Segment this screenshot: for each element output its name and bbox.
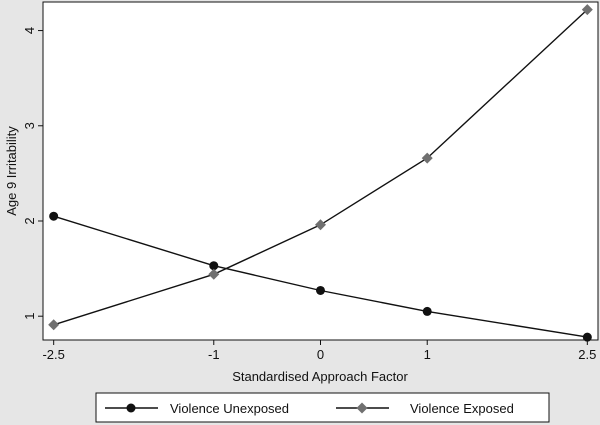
point-unexposed-0 xyxy=(49,211,59,221)
point-exposed-4 xyxy=(581,4,593,16)
y-tick-label-0: 1 xyxy=(22,313,37,320)
legend-label-exposed: Violence Exposed xyxy=(410,401,514,416)
y-axis: 1 2 3 4 xyxy=(22,27,43,320)
point-unexposed-4 xyxy=(582,332,592,342)
point-exposed-1 xyxy=(208,268,220,280)
x-tick-label-2: 0 xyxy=(317,347,324,362)
point-exposed-2 xyxy=(315,219,326,231)
point-unexposed-1 xyxy=(209,261,219,271)
legend-box xyxy=(95,392,550,423)
legend-marker-exposed xyxy=(356,402,368,414)
x-tick-label-4: 2.5 xyxy=(578,347,596,362)
legend-marker-unexposed xyxy=(126,403,136,413)
x-axis: -2.5 -1 0 1 2.5 xyxy=(42,340,596,362)
point-unexposed-3 xyxy=(422,306,432,316)
plot-area xyxy=(42,1,599,341)
point-unexposed-2 xyxy=(316,285,325,295)
y-tick-label-3: 4 xyxy=(22,27,37,34)
y-tick-label-2: 3 xyxy=(22,122,37,129)
x-axis-title: Standardised Approach Factor xyxy=(232,369,408,384)
legend-label-unexposed: Violence Unexposed xyxy=(170,401,289,416)
x-tick-label-0: -2.5 xyxy=(42,347,64,362)
point-exposed-3 xyxy=(421,152,433,164)
legend: Violence Unexposed Violence Exposed xyxy=(95,392,550,423)
x-tick-label-1: -1 xyxy=(208,347,220,362)
y-tick-label-1: 2 xyxy=(22,217,37,224)
y-axis-title: Age 9 Irritability xyxy=(4,126,19,216)
x-tick-label-3: 1 xyxy=(424,347,431,362)
point-exposed-0 xyxy=(48,319,60,331)
series-layer xyxy=(48,4,593,342)
